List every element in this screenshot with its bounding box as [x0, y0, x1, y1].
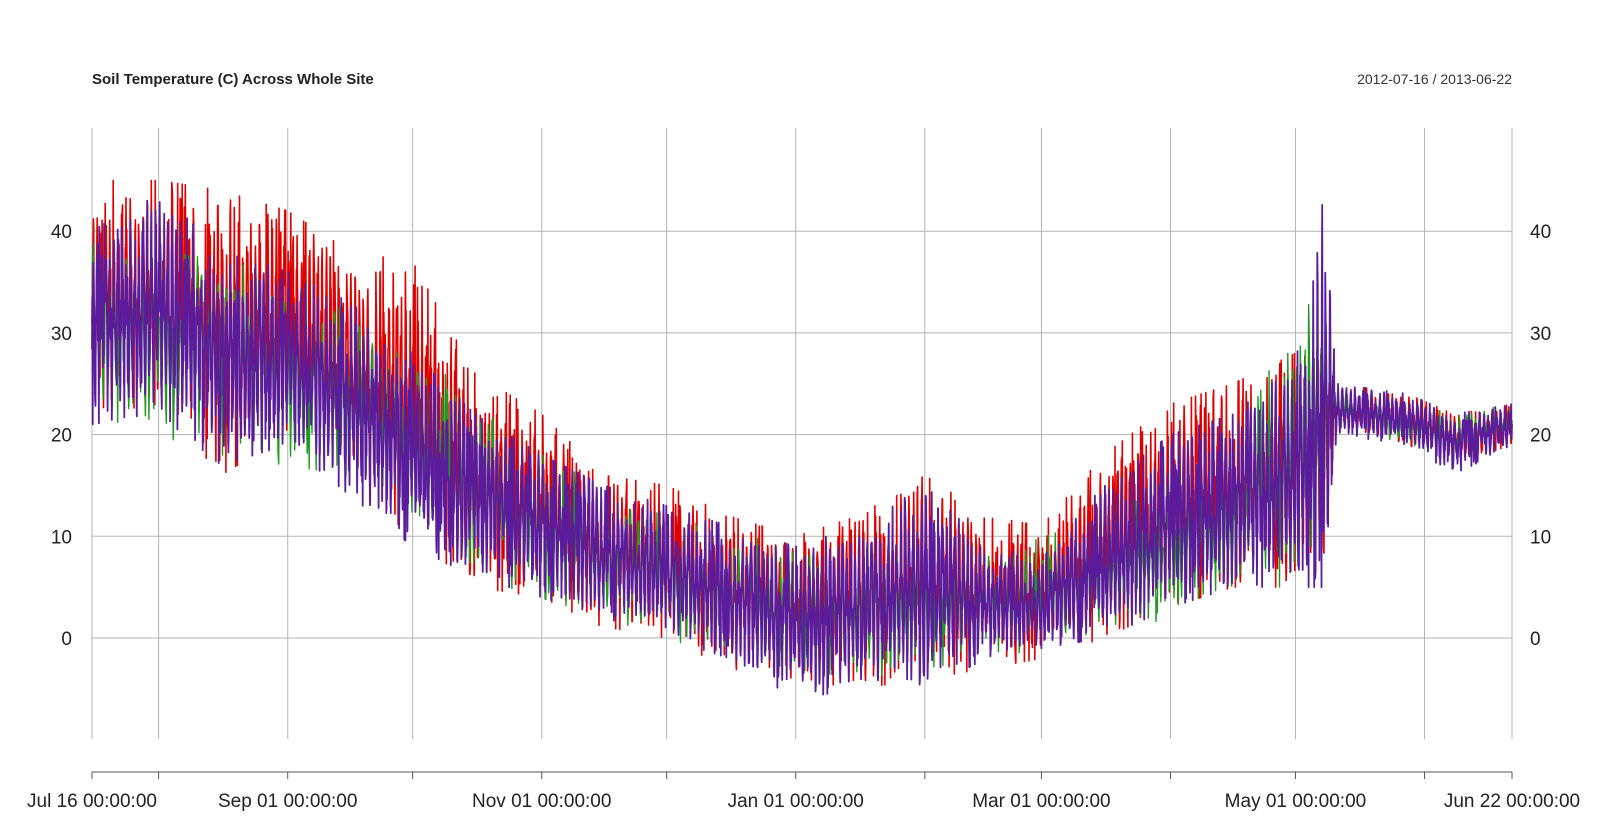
y-tick-label-left: 30: [51, 324, 72, 345]
x-tick-label: Mar 01 00:00:00: [972, 791, 1110, 812]
y-tick-label-right: 30: [1530, 324, 1551, 345]
y-tick-label-left: 40: [51, 222, 72, 243]
x-tick-label: Jul 16 00:00:00: [27, 791, 157, 812]
x-tick-label: Jan 01 00:00:00: [728, 791, 864, 812]
date-range-label: 2012-07-16 / 2013-06-22: [1357, 71, 1512, 87]
y-tick-label-right: 20: [1530, 426, 1551, 447]
y-tick-label-left: 0: [61, 629, 72, 650]
chart-title: Soil Temperature (C) Across Whole Site: [92, 71, 374, 88]
x-tick-label: Jun 22 00:00:00: [1444, 791, 1580, 812]
y-tick-label-right: 10: [1530, 527, 1551, 548]
y-tick-label-left: 10: [51, 527, 72, 548]
x-tick-label: Nov 01 00:00:00: [472, 791, 611, 812]
series-group: [91, 179, 1513, 696]
axes: 0 0 10 10 20 20 30 30 40 40 Jul 16 00:00:00 Sep 01 …: [27, 222, 1580, 812]
y-tick-label-left: 20: [51, 426, 72, 447]
purple-series-line: [91, 199, 1513, 696]
y-tick-label-right: 0: [1530, 629, 1541, 650]
y-tick-label-right: 40: [1530, 222, 1551, 243]
x-tick-label: May 01 00:00:00: [1225, 791, 1367, 812]
x-tick-label: Sep 01 00:00:00: [218, 791, 357, 812]
